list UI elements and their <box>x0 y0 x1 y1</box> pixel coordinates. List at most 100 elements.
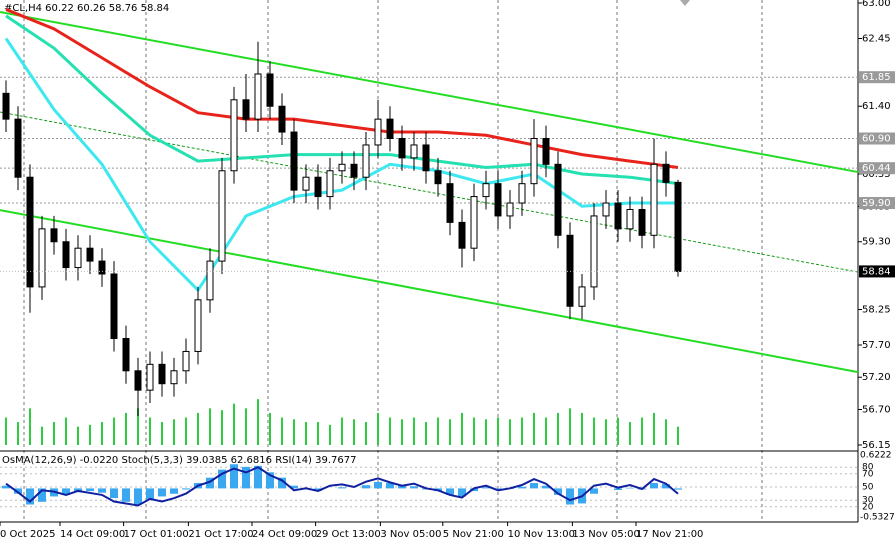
candle-body <box>350 163 358 178</box>
osma-bar <box>590 488 598 494</box>
x-tick-label: 24 Oct 09:00 <box>252 529 317 540</box>
candle-body <box>218 170 226 262</box>
candle-body <box>614 202 622 230</box>
osma-bar <box>278 477 286 489</box>
candle-body <box>446 183 454 223</box>
x-tick-label: 10 Nov 13:00 <box>508 529 575 540</box>
candle-body <box>530 138 538 185</box>
candle-body <box>470 196 478 249</box>
osma-bar <box>98 488 106 493</box>
candle-body <box>314 176 322 198</box>
level-tag <box>859 197 895 210</box>
osma-bar <box>266 472 274 489</box>
y-tick-label: 62.45 <box>862 33 891 44</box>
osma-bar <box>170 488 178 494</box>
osma-bar <box>626 487 634 489</box>
candle-body <box>230 99 238 172</box>
candle-body <box>98 260 106 275</box>
osma-bar <box>374 481 382 489</box>
candle-body <box>590 215 598 288</box>
osma-bar <box>314 488 322 492</box>
osma-bar <box>386 483 394 489</box>
candle-body <box>482 183 490 198</box>
candle-body <box>518 183 526 204</box>
osma-tick-label: 0.6222 <box>860 451 892 461</box>
osma-bar <box>158 488 166 497</box>
candle-body <box>506 202 514 217</box>
osma-bar <box>74 488 82 492</box>
osma-bar <box>134 488 142 505</box>
osma-bar <box>38 488 46 502</box>
y-tick-label: 56.70 <box>862 405 891 416</box>
candle-body <box>194 299 202 352</box>
candle-body <box>62 241 70 269</box>
osma-bar <box>218 469 226 489</box>
level-tag <box>859 162 895 175</box>
osma-bar <box>86 488 94 492</box>
candle-body <box>434 170 442 185</box>
candle-body <box>86 247 94 262</box>
osma-bar <box>470 488 478 492</box>
candle-body <box>338 163 346 172</box>
last-price-label: 58.84 <box>862 266 891 277</box>
candle-body <box>554 163 562 236</box>
candle-body <box>602 202 610 217</box>
x-tick-label: 17 Nov 21:00 <box>636 529 703 540</box>
y-tick-label: 59.30 <box>862 237 891 248</box>
osma-bar <box>662 484 670 489</box>
candle-body <box>362 144 370 178</box>
osma-bar <box>542 485 550 489</box>
osc-tick-label: 80 <box>862 463 874 473</box>
channel-line <box>0 11 859 174</box>
candle-body <box>158 363 166 385</box>
y-tick-label: 57.70 <box>862 340 891 351</box>
candle-body <box>134 370 142 391</box>
osma-bar <box>338 487 346 489</box>
candle-body <box>374 118 382 146</box>
candle-body <box>410 144 418 159</box>
moving-average <box>5 8 679 170</box>
y-tick-label: 56.15 <box>862 440 891 451</box>
y-tick-label: 63.00 <box>862 0 891 9</box>
osma-bar <box>110 488 118 499</box>
candle-body <box>650 163 658 236</box>
x-tick-label: 14 Oct 09:00 <box>60 529 125 540</box>
shift-marker <box>680 0 690 6</box>
candle-body <box>38 228 46 288</box>
osc-tick-label: 70 <box>862 469 874 479</box>
candle-body <box>170 370 178 385</box>
candle-body <box>278 105 286 133</box>
moving-average <box>4 37 678 293</box>
channel-line <box>0 209 859 374</box>
osma-bar <box>446 488 454 495</box>
candle-body <box>266 73 274 107</box>
indicator-header: OsMA(12,26,9) -0.0220 Stoch(5,3,3) 39.03… <box>2 455 357 466</box>
candle-body <box>422 144 430 172</box>
candle-body <box>74 247 82 269</box>
x-tick-label: 5 Nov 21:00 <box>443 529 504 540</box>
osma-bar <box>518 486 526 489</box>
x-tick-label: 17 Oct 01:00 <box>124 529 189 540</box>
osma-bar <box>530 483 538 489</box>
level-tag <box>859 132 895 145</box>
y-tick-label: 61.40 <box>862 101 891 112</box>
level-label: 60.44 <box>862 163 891 174</box>
x-tick-label: 29 Oct 13:00 <box>316 529 381 540</box>
x-tick-label: 0 Oct 2025 <box>0 529 55 540</box>
x-tick-label: 13 Nov 05:00 <box>572 529 639 540</box>
candle-body <box>386 118 394 140</box>
osc-tick-label: 50 <box>862 483 874 493</box>
osma-bar <box>650 483 658 489</box>
candle-body <box>182 350 190 372</box>
osma-bar <box>362 485 370 489</box>
x-tick-label: 21 Oct 17:00 <box>188 529 253 540</box>
osma-bar <box>674 488 682 490</box>
candle-body <box>578 286 586 307</box>
osma-bar <box>182 488 190 490</box>
candle-body <box>26 176 34 288</box>
osma-bar <box>566 488 574 505</box>
osma-bar <box>410 486 418 489</box>
channel-line <box>0 111 859 273</box>
y-tick-label: 58.25 <box>862 304 891 315</box>
